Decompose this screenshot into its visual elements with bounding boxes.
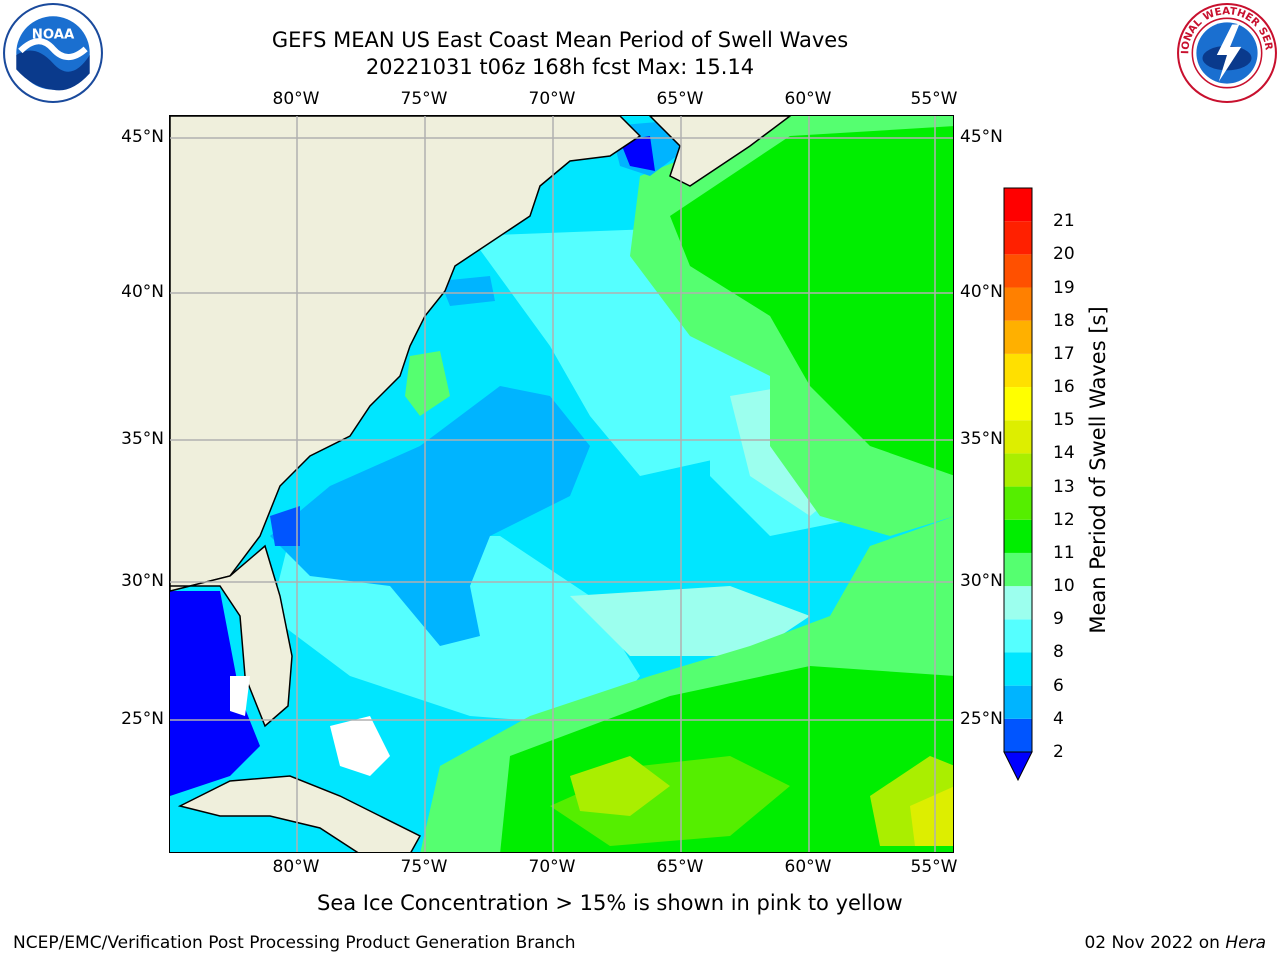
colorbar-bin bbox=[1004, 188, 1032, 222]
chart-subtitle: 20221031 t06z 168h fcst Max: 15.14 bbox=[365, 55, 755, 79]
colorbar-tick-label: 16 bbox=[1053, 377, 1075, 398]
colorbar-title: Mean Period of Swell Waves [s] bbox=[1086, 306, 1110, 634]
swell-zone bbox=[910, 786, 953, 846]
colorbar-bin bbox=[1004, 420, 1032, 454]
footer-machine: Hera bbox=[1225, 933, 1266, 953]
lon-tick-top: 55°W bbox=[910, 89, 958, 109]
colorbar-bin bbox=[1004, 353, 1032, 388]
colorbar-bin bbox=[1004, 519, 1032, 553]
colorbar-bin bbox=[1004, 486, 1032, 520]
lon-tick-bottom: 55°W bbox=[910, 857, 958, 877]
lon-tick-top: 75°W bbox=[400, 89, 448, 109]
lon-tick-top: 60°W bbox=[784, 89, 832, 109]
land-mass bbox=[177, 775, 422, 852]
chart-title: GEFS MEAN US East Coast Mean Period of S… bbox=[271, 28, 849, 52]
colorbar-bin bbox=[1004, 652, 1032, 686]
lat-tick-left: 25°N bbox=[121, 709, 164, 729]
swell-period-map bbox=[169, 115, 954, 853]
swell-zone bbox=[620, 136, 655, 171]
map-canvas bbox=[170, 116, 953, 852]
swell-zone bbox=[570, 586, 810, 656]
colorbar-bin bbox=[1004, 586, 1032, 620]
colorbar-tick-label: 14 bbox=[1053, 443, 1075, 464]
colorbar-tick-label: 6 bbox=[1053, 675, 1064, 696]
swell-zone bbox=[670, 126, 953, 476]
colorbar-tick-label: 2 bbox=[1053, 742, 1064, 762]
swell-zone bbox=[570, 756, 670, 816]
colorbar-bin bbox=[1004, 287, 1032, 321]
colorbar-frame bbox=[1003, 187, 1033, 753]
colorbar-tick-label: 10 bbox=[1053, 576, 1075, 597]
colorbar bbox=[1003, 187, 1033, 782]
swell-zone bbox=[405, 351, 450, 416]
lon-tick-top: 65°W bbox=[656, 89, 704, 109]
lon-tick-bottom: 70°W bbox=[528, 857, 576, 877]
swell-zone bbox=[490, 396, 570, 456]
swell-zone bbox=[550, 756, 790, 846]
nws-logo-icon: NATIONAL WEATHER SERVICE bbox=[1176, 2, 1277, 103]
colorbar-bin bbox=[1004, 387, 1032, 421]
colorbar-tick-label: 9 bbox=[1053, 609, 1064, 630]
missing-data-zone bbox=[230, 676, 250, 716]
svg-text:NOAA: NOAA bbox=[32, 28, 75, 43]
lat-tick-right: 45°N bbox=[960, 127, 1003, 147]
colorbar-tick-label: 8 bbox=[1053, 642, 1064, 663]
colorbar-tick-label: 15 bbox=[1053, 410, 1075, 431]
lat-tick-left: 30°N bbox=[121, 571, 164, 591]
colorbar-bin bbox=[1004, 552, 1032, 587]
colorbar-tick-label: 17 bbox=[1053, 343, 1075, 364]
colorbar-tick-label: 13 bbox=[1053, 476, 1075, 497]
colorbar-bin bbox=[1004, 619, 1032, 653]
colorbar-bin bbox=[1004, 718, 1032, 752]
lon-tick-bottom: 60°W bbox=[784, 857, 832, 877]
lat-tick-left: 35°N bbox=[121, 429, 164, 449]
colorbar-bin bbox=[1004, 453, 1032, 487]
colorbar-tick-label: 18 bbox=[1053, 310, 1075, 331]
lon-tick-top: 70°W bbox=[528, 89, 576, 109]
lat-tick-right: 40°N bbox=[960, 282, 1003, 302]
colorbar-tick-label: 20 bbox=[1053, 244, 1075, 265]
lat-tick-right: 30°N bbox=[960, 571, 1003, 591]
lat-tick-left: 45°N bbox=[121, 127, 164, 147]
sea-ice-caption: Sea Ice Concentration > 15% is shown in … bbox=[317, 891, 903, 915]
lat-tick-right: 25°N bbox=[960, 709, 1003, 729]
colorbar-bin bbox=[1004, 685, 1032, 719]
colorbar-bin bbox=[1004, 254, 1032, 288]
colorbar-under-arrow bbox=[1003, 751, 1033, 782]
lon-tick-bottom: 75°W bbox=[400, 857, 448, 877]
lon-tick-bottom: 80°W bbox=[272, 857, 320, 877]
lon-tick-top: 80°W bbox=[272, 89, 320, 109]
colorbar-tick-label: 12 bbox=[1053, 509, 1075, 530]
swell-zone bbox=[270, 506, 300, 546]
missing-data-zone bbox=[330, 716, 390, 776]
graticule bbox=[170, 116, 953, 852]
colorbar-tick-label: 19 bbox=[1053, 277, 1075, 298]
colorbar-tick-label: 11 bbox=[1053, 542, 1075, 563]
colorbar-bin bbox=[1004, 221, 1032, 255]
lat-tick-left: 40°N bbox=[121, 282, 164, 302]
colorbar-tick-label: 21 bbox=[1053, 211, 1075, 232]
swell-zone bbox=[440, 276, 495, 306]
colorbar-bin bbox=[1004, 320, 1032, 354]
noaa-logo-icon: NOAA bbox=[3, 3, 103, 103]
footer-date: 02 Nov 2022 on Hera bbox=[1084, 933, 1266, 953]
lon-tick-bottom: 65°W bbox=[656, 857, 704, 877]
land-mass bbox=[648, 116, 792, 187]
swell-zone bbox=[170, 591, 260, 796]
footer-credit: NCEP/EMC/Verification Post Processing Pr… bbox=[13, 933, 576, 953]
lat-tick-right: 35°N bbox=[960, 429, 1003, 449]
land-mass bbox=[170, 544, 293, 728]
colorbar-tick-label: 4 bbox=[1053, 708, 1064, 729]
